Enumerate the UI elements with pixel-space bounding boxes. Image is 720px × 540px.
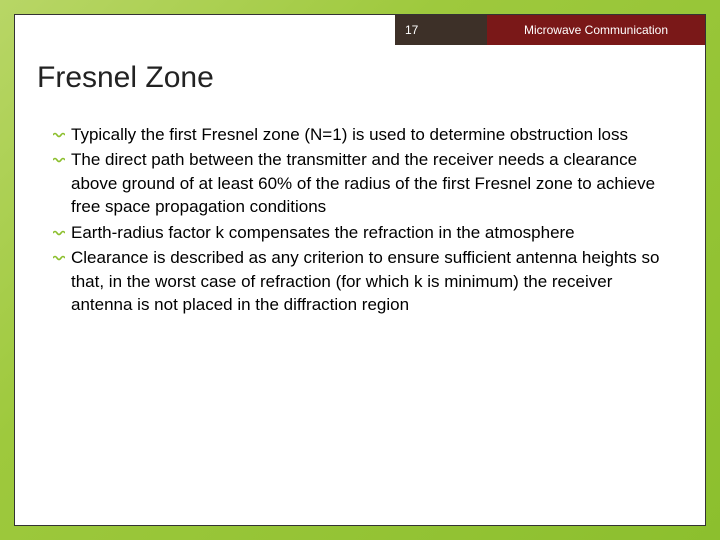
bullet-item: The direct path between the transmitter … (53, 148, 675, 218)
bullet-item: Clearance is described as any criterion … (53, 246, 675, 316)
slide-container: 17 Microwave Communication Fresnel Zone … (0, 0, 720, 540)
bullet-item: Earth-radius factor k compensates the re… (53, 221, 675, 244)
slide-title: Fresnel Zone (37, 61, 214, 95)
header-bar: 17 Microwave Communication (395, 15, 705, 45)
course-title-box: Microwave Communication (487, 15, 705, 45)
page-number-box: 17 (395, 15, 487, 45)
bullet-text: Typically the first Fresnel zone (N=1) i… (71, 125, 628, 144)
page-number: 17 (405, 23, 418, 37)
bullet-text: Earth-radius factor k compensates the re… (71, 223, 575, 242)
bullet-text: The direct path between the transmitter … (71, 150, 655, 216)
bullet-item: Typically the first Fresnel zone (N=1) i… (53, 123, 675, 146)
bullet-text: Clearance is described as any criterion … (71, 248, 659, 314)
content-area: Typically the first Fresnel zone (N=1) i… (53, 123, 675, 319)
slide-inner: 17 Microwave Communication Fresnel Zone … (14, 14, 706, 526)
course-title: Microwave Communication (524, 23, 668, 37)
